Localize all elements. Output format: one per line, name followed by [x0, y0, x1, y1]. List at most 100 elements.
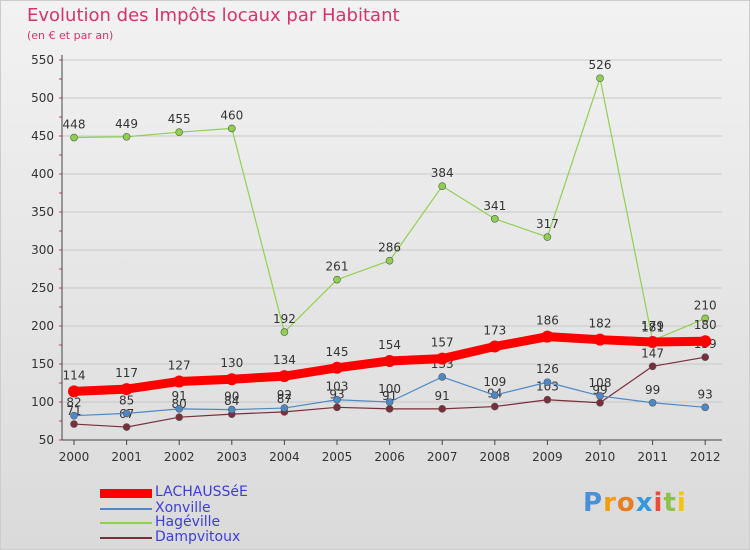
y-tick-label: 250 — [31, 281, 54, 295]
data-point — [385, 405, 394, 413]
data-point — [385, 398, 394, 406]
data-point — [543, 395, 552, 404]
data-label: 179 — [641, 319, 664, 333]
logo-letter: r — [603, 488, 617, 518]
data-label: 286 — [378, 241, 401, 255]
data-label: 317 — [536, 217, 559, 231]
chart-title: Evolution des Impôts locaux par Habitant — [27, 5, 400, 26]
data-label: 126 — [536, 362, 559, 376]
data-point — [490, 215, 499, 223]
data-point — [278, 370, 291, 383]
data-point — [122, 132, 131, 141]
y-tick-label: 550 — [31, 53, 54, 67]
data-point — [596, 392, 604, 400]
data-label: 181 — [641, 320, 664, 334]
logo-letter: o — [616, 488, 636, 518]
y-tick-label: 150 — [31, 357, 54, 371]
y-tick-label: 200 — [31, 319, 54, 333]
data-point — [331, 361, 343, 374]
data-label: 448 — [63, 118, 86, 132]
legend-swatch-dampvitoux — [100, 537, 152, 539]
data-point — [280, 404, 289, 412]
data-point — [701, 403, 710, 412]
data-point — [701, 353, 710, 361]
data-label: 134 — [273, 353, 296, 367]
data-label: 182 — [589, 317, 612, 331]
y-tick-label: 100 — [31, 395, 54, 409]
data-label: 127 — [168, 358, 191, 372]
data-point — [333, 395, 341, 404]
data-label: 341 — [483, 199, 506, 213]
data-point — [173, 375, 186, 388]
y-tick-label: 400 — [31, 167, 54, 181]
data-point — [385, 256, 394, 265]
data-point — [383, 354, 396, 367]
data-point — [646, 335, 659, 348]
x-tick-label: 2004 — [269, 450, 300, 464]
x-tick-label: 2000 — [59, 450, 90, 464]
y-tick-label: 450 — [31, 129, 54, 143]
data-label: 103 — [326, 380, 349, 394]
data-label: 384 — [431, 166, 454, 180]
data-label: 261 — [326, 260, 349, 274]
data-label: 210 — [694, 298, 717, 312]
x-tick-label: 2001 — [111, 450, 142, 464]
legend-label-hageville: Hagéville — [155, 514, 221, 530]
data-point — [543, 233, 552, 241]
data-point — [228, 124, 236, 133]
data-point — [596, 398, 604, 407]
data-label: 147 — [641, 346, 664, 360]
data-point — [543, 378, 552, 387]
data-point — [488, 340, 501, 353]
data-label: 130 — [220, 356, 243, 370]
data-label: 460 — [220, 108, 243, 122]
legend-swatch-xonville — [100, 508, 152, 510]
data-point — [333, 275, 341, 284]
data-label: 154 — [378, 338, 401, 352]
data-point — [70, 133, 78, 142]
data-label: 173 — [483, 324, 506, 338]
data-label: 100 — [378, 382, 401, 396]
data-label: 91 — [435, 389, 450, 403]
data-point — [333, 403, 341, 412]
data-label: 145 — [326, 345, 349, 359]
y-tick-label: 300 — [31, 243, 54, 257]
data-label: 93 — [698, 387, 713, 401]
data-point — [175, 128, 183, 136]
data-label: 99 — [645, 383, 660, 397]
y-tick-label: 50 — [39, 433, 54, 447]
data-point — [438, 405, 447, 413]
logo-letter: x — [635, 488, 654, 518]
x-tick-label: 2011 — [637, 450, 668, 464]
logo-letter: i — [676, 488, 687, 518]
data-point — [228, 405, 236, 414]
x-tick-label: 2006 — [374, 450, 405, 464]
x-tick-label: 2010 — [585, 450, 616, 464]
x-tick-label: 2003 — [217, 450, 248, 464]
chart-subtitle: (en € et par an) — [27, 29, 114, 42]
data-label: 117 — [115, 366, 138, 380]
data-point — [436, 352, 449, 365]
data-point — [648, 398, 657, 407]
data-point — [122, 423, 131, 431]
x-tick-label: 2007 — [427, 450, 458, 464]
x-tick-label: 2008 — [480, 450, 511, 464]
data-label: 87 — [277, 392, 292, 406]
data-point — [175, 413, 183, 422]
data-label: 192 — [273, 312, 296, 326]
data-label: 114 — [63, 368, 86, 382]
data-point — [541, 330, 554, 343]
x-tick-label: 2012 — [690, 450, 721, 464]
data-label: 157 — [431, 336, 454, 350]
data-point — [699, 335, 712, 348]
data-point — [70, 420, 78, 428]
data-label: 71 — [66, 404, 81, 418]
data-label: 84 — [224, 394, 239, 408]
data-label: 91 — [382, 389, 397, 403]
data-label: 82 — [66, 396, 81, 410]
logo-letter: i — [653, 488, 664, 518]
legend-label-xonville: Xonville — [155, 500, 211, 516]
data-label: 93 — [329, 387, 344, 401]
data-point — [438, 182, 447, 190]
